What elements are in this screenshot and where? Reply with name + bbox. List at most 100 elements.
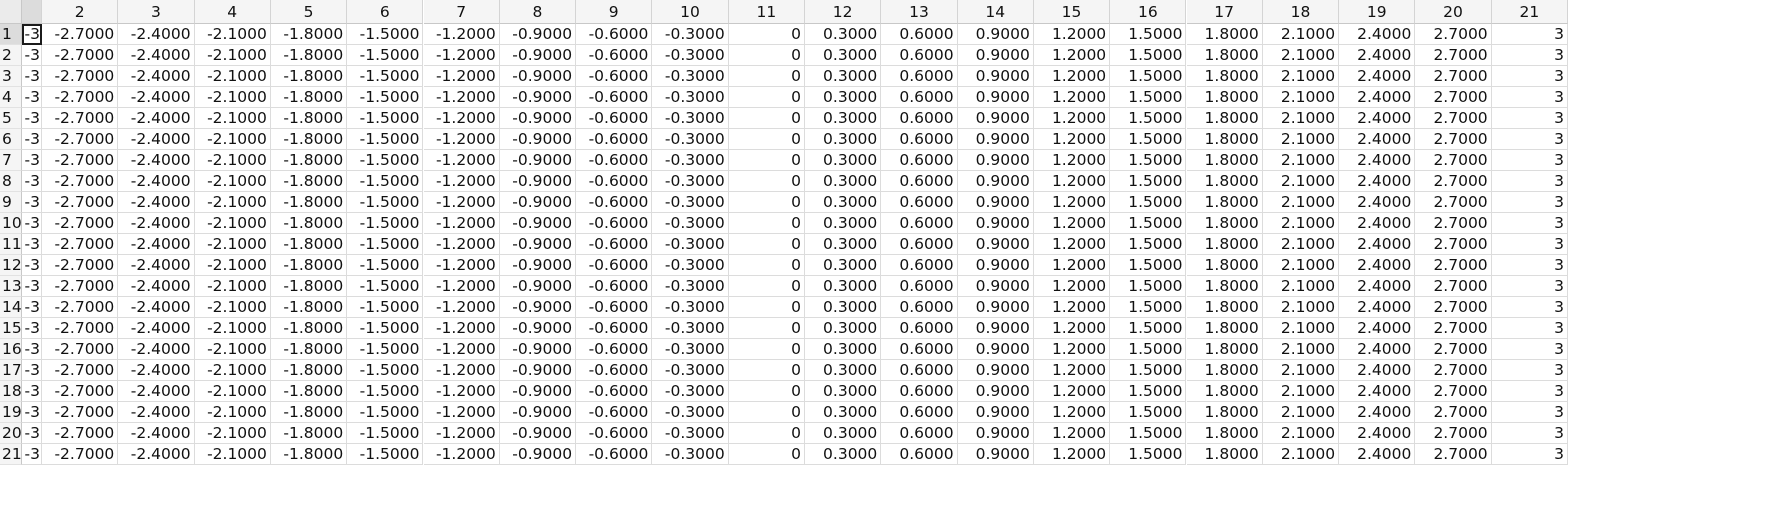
cell-r2-c7[interactable]: -1.2000 <box>423 45 500 66</box>
cell-r1-c20[interactable]: 2.7000 <box>1415 24 1492 45</box>
cell-r2-c4[interactable]: -2.1000 <box>194 45 271 66</box>
cell-r11-c21[interactable]: 3 <box>1491 234 1568 255</box>
cell-r19-c7[interactable]: -1.2000 <box>423 402 500 423</box>
cell-r7-c1[interactable]: -3 <box>22 150 42 171</box>
cell-r10-c21[interactable]: 3 <box>1491 213 1568 234</box>
cell-r8-c19[interactable]: 2.4000 <box>1339 171 1416 192</box>
cell-r10-c1[interactable]: -3 <box>22 213 42 234</box>
cell-r18-c2[interactable]: -2.7000 <box>42 381 119 402</box>
column-header-17[interactable]: 17 <box>1186 0 1263 24</box>
cell-r4-c13[interactable]: 0.6000 <box>881 87 958 108</box>
cell-r1-c5[interactable]: -1.8000 <box>270 24 348 45</box>
cell-r13-c10[interactable]: -0.3000 <box>652 276 729 297</box>
cell-r18-c6[interactable]: -1.5000 <box>347 381 424 402</box>
cell-r16-c3[interactable]: -2.4000 <box>118 339 195 360</box>
cell-r12-c14[interactable]: 0.9000 <box>957 255 1034 276</box>
cell-r13-c8[interactable]: -0.9000 <box>499 276 577 297</box>
cell-r19-c17[interactable]: 1.8000 <box>1186 402 1263 423</box>
cell-r18-c10[interactable]: -0.3000 <box>652 381 729 402</box>
cell-r17-c20[interactable]: 2.7000 <box>1415 360 1492 381</box>
cell-r16-c9[interactable]: -0.6000 <box>576 339 653 360</box>
cell-r13-c5[interactable]: -1.8000 <box>270 276 348 297</box>
cell-r5-c13[interactable]: 0.6000 <box>881 108 958 129</box>
cell-r3-c15[interactable]: 1.2000 <box>1033 66 1111 87</box>
cell-r19-c13[interactable]: 0.6000 <box>881 402 958 423</box>
cell-r13-c21[interactable]: 3 <box>1491 276 1568 297</box>
column-header-19[interactable]: 19 <box>1339 0 1416 24</box>
cell-r19-c11[interactable]: 0 <box>728 402 805 423</box>
cell-r2-c9[interactable]: -0.6000 <box>576 45 653 66</box>
cell-r7-c20[interactable]: 2.7000 <box>1415 150 1492 171</box>
cell-r15-c2[interactable]: -2.7000 <box>42 318 119 339</box>
cell-r2-c19[interactable]: 2.4000 <box>1339 45 1416 66</box>
cell-r10-c5[interactable]: -1.8000 <box>270 213 348 234</box>
cell-r6-c4[interactable]: -2.1000 <box>194 129 271 150</box>
cell-r4-c3[interactable]: -2.4000 <box>118 87 195 108</box>
cell-r9-c10[interactable]: -0.3000 <box>652 192 729 213</box>
cell-r18-c3[interactable]: -2.4000 <box>118 381 195 402</box>
cell-r9-c18[interactable]: 2.1000 <box>1262 192 1340 213</box>
cell-r1-c14[interactable]: 0.9000 <box>957 24 1034 45</box>
cell-r7-c8[interactable]: -0.9000 <box>499 150 577 171</box>
cell-r14-c21[interactable]: 3 <box>1491 297 1568 318</box>
cell-r8-c16[interactable]: 1.5000 <box>1110 171 1187 192</box>
column-header-5[interactable]: 5 <box>270 0 348 24</box>
cell-r9-c21[interactable]: 3 <box>1491 192 1568 213</box>
cell-r4-c14[interactable]: 0.9000 <box>957 87 1034 108</box>
cell-r1-c2[interactable]: -2.7000 <box>42 24 119 45</box>
cell-r4-c5[interactable]: -1.8000 <box>270 87 348 108</box>
cell-r8-c9[interactable]: -0.6000 <box>576 171 653 192</box>
cell-r21-c21[interactable]: 3 <box>1491 444 1568 465</box>
cell-r8-c3[interactable]: -2.4000 <box>118 171 195 192</box>
row-header-7[interactable]: 7 <box>0 150 22 171</box>
cell-r21-c6[interactable]: -1.5000 <box>347 444 424 465</box>
cell-r17-c11[interactable]: 0 <box>728 360 805 381</box>
cell-r21-c9[interactable]: -0.6000 <box>576 444 653 465</box>
cell-r10-c3[interactable]: -2.4000 <box>118 213 195 234</box>
cell-r10-c14[interactable]: 0.9000 <box>957 213 1034 234</box>
column-header-7[interactable]: 7 <box>423 0 500 24</box>
cell-r19-c15[interactable]: 1.2000 <box>1033 402 1111 423</box>
cell-r4-c17[interactable]: 1.8000 <box>1186 87 1263 108</box>
cell-r3-c13[interactable]: 0.6000 <box>881 66 958 87</box>
cell-r3-c20[interactable]: 2.7000 <box>1415 66 1492 87</box>
cell-r2-c12[interactable]: 0.3000 <box>805 45 882 66</box>
cell-r10-c6[interactable]: -1.5000 <box>347 213 424 234</box>
cell-r10-c13[interactable]: 0.6000 <box>881 213 958 234</box>
cell-r6-c16[interactable]: 1.5000 <box>1110 129 1187 150</box>
cell-r14-c5[interactable]: -1.8000 <box>270 297 348 318</box>
cell-r13-c3[interactable]: -2.4000 <box>118 276 195 297</box>
cell-r7-c11[interactable]: 0 <box>728 150 805 171</box>
cell-r3-c7[interactable]: -1.2000 <box>423 66 500 87</box>
row-header-8[interactable]: 8 <box>0 171 22 192</box>
row-header-19[interactable]: 19 <box>0 402 22 423</box>
column-header-3[interactable]: 3 <box>118 0 195 24</box>
cell-r9-c4[interactable]: -2.1000 <box>194 192 271 213</box>
cell-r19-c16[interactable]: 1.5000 <box>1110 402 1187 423</box>
cell-r13-c14[interactable]: 0.9000 <box>957 276 1034 297</box>
row-header-10[interactable]: 10 <box>0 213 22 234</box>
cell-r20-c17[interactable]: 1.8000 <box>1186 423 1263 444</box>
cell-r21-c11[interactable]: 0 <box>728 444 805 465</box>
cell-r16-c18[interactable]: 2.1000 <box>1262 339 1340 360</box>
cell-r6-c9[interactable]: -0.6000 <box>576 129 653 150</box>
cell-r2-c16[interactable]: 1.5000 <box>1110 45 1187 66</box>
cell-r5-c2[interactable]: -2.7000 <box>42 108 119 129</box>
row-header-17[interactable]: 17 <box>0 360 22 381</box>
cell-r16-c12[interactable]: 0.3000 <box>805 339 882 360</box>
cell-r2-c20[interactable]: 2.7000 <box>1415 45 1492 66</box>
cell-r5-c1[interactable]: -3 <box>22 108 42 129</box>
cell-r2-c14[interactable]: 0.9000 <box>957 45 1034 66</box>
cell-r18-c20[interactable]: 2.7000 <box>1415 381 1492 402</box>
cell-r7-c12[interactable]: 0.3000 <box>805 150 882 171</box>
cell-r15-c20[interactable]: 2.7000 <box>1415 318 1492 339</box>
cell-r7-c15[interactable]: 1.2000 <box>1033 150 1111 171</box>
cell-r14-c7[interactable]: -1.2000 <box>423 297 500 318</box>
row-header-21[interactable]: 21 <box>0 444 22 465</box>
cell-r5-c3[interactable]: -2.4000 <box>118 108 195 129</box>
cell-r4-c20[interactable]: 2.7000 <box>1415 87 1492 108</box>
cell-r1-c7[interactable]: -1.2000 <box>423 24 500 45</box>
cell-r21-c20[interactable]: 2.7000 <box>1415 444 1492 465</box>
cell-r8-c21[interactable]: 3 <box>1491 171 1568 192</box>
cell-r12-c2[interactable]: -2.7000 <box>42 255 119 276</box>
